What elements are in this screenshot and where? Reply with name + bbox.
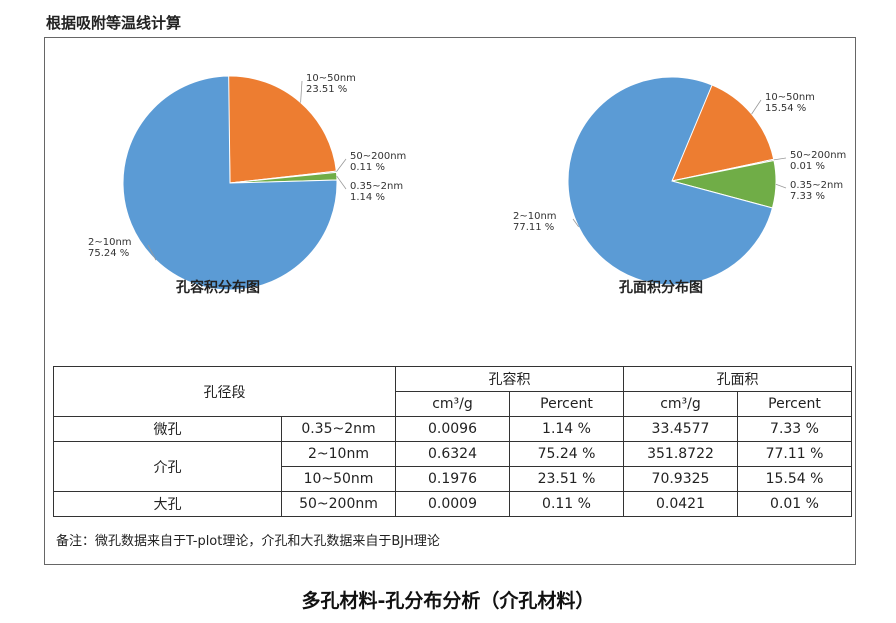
slice-value-label: 15.54 % [765, 103, 806, 114]
cell-volume: 0.0096 [395, 416, 510, 442]
cell-volume: 0.0009 [395, 491, 510, 517]
cell-area: 351.8722 [623, 441, 738, 467]
slice-label: 50~200nm [350, 151, 406, 162]
leader-line [775, 183, 787, 189]
cell-range: 2~10nm [281, 441, 396, 467]
pore-distribution-table: 孔径段 孔容积 孔面积 cm³/g Percent cm³/g Percent … [53, 366, 852, 517]
cell-volume-percent: 0.11 % [509, 491, 624, 517]
leader-line [300, 80, 303, 103]
header-area: 孔面积 [623, 366, 852, 392]
slice-label: 2~10nm [88, 237, 132, 248]
header-segment: 孔径段 [53, 366, 396, 417]
table-row: 介孔 2~10nm 0.6324 75.24 % 351.8722 77.11 … [53, 441, 852, 492]
table-row: 10~50nm 0.1976 23.51 % 70.9325 15.54 % [54, 466, 852, 492]
slice-value-label: 77.11 % [513, 222, 554, 233]
leader-line [751, 99, 762, 115]
slice-label: 0.35~2nm [790, 180, 843, 191]
slice-value-label: 7.33 % [790, 191, 825, 202]
cell-volume-percent: 75.24 % [509, 441, 624, 467]
header-volume-percent: Percent [509, 391, 624, 417]
table-row: 大孔 50~200nm 0.0009 0.11 % 0.0421 0.01 % [53, 491, 852, 517]
cell-range: 50~200nm [281, 491, 396, 517]
cell-volume: 0.1976 [395, 466, 510, 492]
leader-line [572, 218, 580, 228]
table-subheader-row: cm³/g Percent cm³/g Percent [54, 391, 852, 417]
slice-value-label: 0.11 % [350, 162, 385, 173]
figure-caption: 多孔材料-孔分布分析（介孔材料） [301, 590, 595, 612]
cell-range: 10~50nm [281, 466, 396, 492]
cell-area-percent: 7.33 % [737, 416, 852, 442]
slice-value-label: 1.14 % [350, 192, 385, 203]
cell-area-percent: 15.54 % [737, 466, 852, 492]
pore-area-chart-title: 孔面积分布图 [619, 280, 703, 296]
leader-line [336, 175, 347, 190]
pie-slice-10~50nm [227, 75, 337, 184]
cell-area-percent: 77.11 % [737, 441, 852, 467]
table-row: 微孔 0.35~2nm 0.0096 1.14 % 33.4577 7.33 % [53, 416, 852, 442]
leader-line [147, 244, 157, 261]
slice-label: 0.35~2nm [350, 181, 403, 192]
cell-area: 70.9325 [623, 466, 738, 492]
chart-panel [44, 37, 856, 565]
group-meso: 介孔 [53, 441, 282, 492]
slice-label: 50~200nm [790, 150, 846, 161]
leader-line [773, 157, 787, 161]
table-header-row: 孔径段 孔容积 孔面积 [53, 366, 852, 417]
page-heading: 根据吸附等温线计算 [46, 14, 182, 32]
leader-line [336, 158, 347, 173]
group-micro: 微孔 [53, 416, 282, 442]
slice-label: 2~10nm [513, 211, 557, 222]
header-volume-unit: cm³/g [395, 391, 510, 417]
slice-label: 10~50nm [765, 92, 815, 103]
pore-volume-chart-title: 孔容积分布图 [176, 280, 260, 296]
slice-value-label: 75.24 % [88, 248, 129, 259]
table-footnote: 备注：微孔数据来自于T-plot理论，介孔和大孔数据来自于BJH理论 [56, 534, 440, 549]
header-area-unit: cm³/g [623, 391, 738, 417]
cell-volume-percent: 23.51 % [509, 466, 624, 492]
slice-value-label: 0.01 % [790, 161, 825, 172]
group-macro: 大孔 [53, 491, 282, 517]
cell-volume: 0.6324 [395, 441, 510, 467]
cell-area-percent: 0.01 % [737, 491, 852, 517]
slice-value-label: 23.51 % [306, 84, 347, 95]
cell-area: 0.0421 [623, 491, 738, 517]
cell-area: 33.4577 [623, 416, 738, 442]
header-volume: 孔容积 [395, 366, 624, 392]
cell-range: 0.35~2nm [281, 416, 396, 442]
slice-label: 10~50nm [306, 73, 356, 84]
cell-volume-percent: 1.14 % [509, 416, 624, 442]
header-area-percent: Percent [737, 391, 852, 417]
